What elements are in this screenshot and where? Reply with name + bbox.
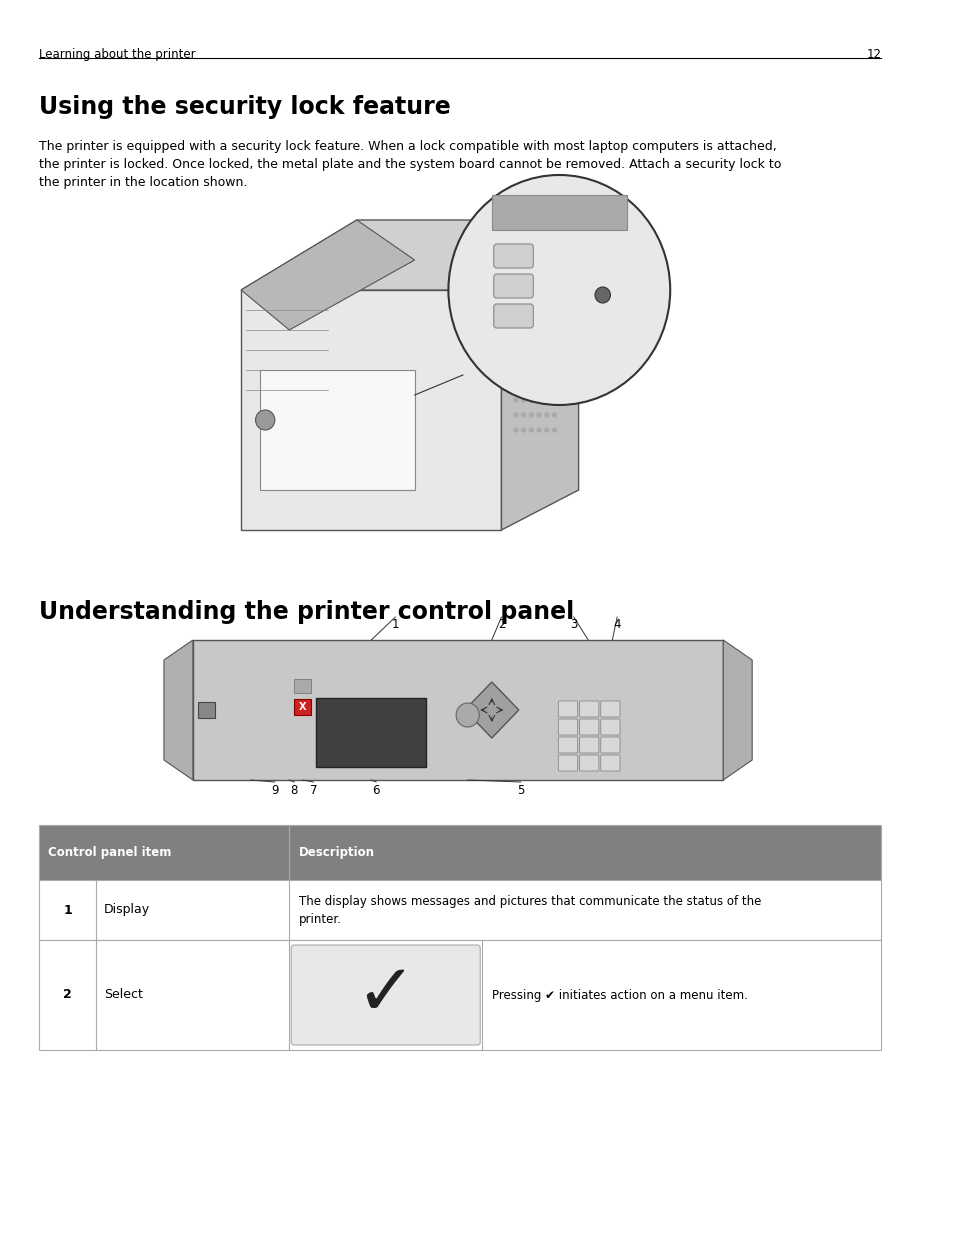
Text: Select: Select bbox=[104, 988, 143, 1002]
Circle shape bbox=[255, 410, 274, 430]
FancyBboxPatch shape bbox=[579, 719, 598, 735]
Circle shape bbox=[521, 429, 525, 432]
FancyBboxPatch shape bbox=[316, 698, 426, 767]
Circle shape bbox=[537, 429, 540, 432]
Circle shape bbox=[456, 703, 478, 727]
Circle shape bbox=[514, 398, 517, 403]
Text: 7: 7 bbox=[310, 783, 316, 797]
Circle shape bbox=[544, 429, 548, 432]
Circle shape bbox=[521, 398, 525, 403]
Text: ✓: ✓ bbox=[355, 961, 416, 1030]
Polygon shape bbox=[464, 682, 518, 739]
Circle shape bbox=[514, 412, 517, 417]
FancyBboxPatch shape bbox=[494, 245, 533, 268]
Circle shape bbox=[521, 368, 525, 372]
FancyBboxPatch shape bbox=[579, 701, 598, 718]
Text: 6: 6 bbox=[372, 783, 379, 797]
Circle shape bbox=[537, 383, 540, 387]
Circle shape bbox=[529, 368, 533, 372]
Circle shape bbox=[544, 412, 548, 417]
Text: The display shows messages and pictures that communicate the status of the
print: The display shows messages and pictures … bbox=[298, 894, 760, 925]
FancyBboxPatch shape bbox=[558, 719, 577, 735]
FancyBboxPatch shape bbox=[38, 825, 881, 881]
Text: Pressing ✔ initiates action on a menu item.: Pressing ✔ initiates action on a menu it… bbox=[492, 988, 747, 1002]
Circle shape bbox=[448, 175, 670, 405]
Text: 2: 2 bbox=[63, 988, 71, 1002]
FancyBboxPatch shape bbox=[494, 274, 533, 298]
Text: 12: 12 bbox=[865, 48, 881, 61]
Polygon shape bbox=[722, 640, 751, 781]
Circle shape bbox=[529, 398, 533, 403]
Polygon shape bbox=[241, 220, 578, 290]
Text: Description: Description bbox=[298, 846, 375, 860]
FancyBboxPatch shape bbox=[492, 195, 626, 230]
Circle shape bbox=[521, 412, 525, 417]
FancyBboxPatch shape bbox=[294, 679, 311, 693]
FancyBboxPatch shape bbox=[600, 737, 619, 753]
Circle shape bbox=[529, 412, 533, 417]
Circle shape bbox=[552, 412, 556, 417]
FancyBboxPatch shape bbox=[38, 881, 881, 940]
Text: 1: 1 bbox=[63, 904, 71, 916]
Circle shape bbox=[544, 368, 548, 372]
FancyBboxPatch shape bbox=[600, 719, 619, 735]
FancyBboxPatch shape bbox=[260, 370, 415, 490]
FancyBboxPatch shape bbox=[600, 755, 619, 771]
Text: 3: 3 bbox=[570, 619, 577, 631]
FancyBboxPatch shape bbox=[494, 304, 533, 329]
Circle shape bbox=[514, 383, 517, 387]
FancyBboxPatch shape bbox=[579, 737, 598, 753]
FancyBboxPatch shape bbox=[558, 737, 577, 753]
Circle shape bbox=[552, 368, 556, 372]
Text: Learning about the printer: Learning about the printer bbox=[38, 48, 195, 61]
FancyBboxPatch shape bbox=[558, 701, 577, 718]
Text: Display: Display bbox=[104, 904, 151, 916]
FancyBboxPatch shape bbox=[241, 290, 501, 530]
Circle shape bbox=[552, 383, 556, 387]
FancyBboxPatch shape bbox=[197, 701, 214, 718]
Circle shape bbox=[544, 383, 548, 387]
Circle shape bbox=[529, 383, 533, 387]
FancyBboxPatch shape bbox=[38, 940, 881, 1050]
Text: 1: 1 bbox=[392, 619, 398, 631]
FancyBboxPatch shape bbox=[291, 945, 479, 1045]
Circle shape bbox=[521, 383, 525, 387]
Circle shape bbox=[552, 398, 556, 403]
Circle shape bbox=[514, 429, 517, 432]
FancyBboxPatch shape bbox=[579, 755, 598, 771]
Circle shape bbox=[529, 429, 533, 432]
Circle shape bbox=[595, 287, 610, 303]
Text: X: X bbox=[298, 701, 306, 713]
Circle shape bbox=[537, 412, 540, 417]
Polygon shape bbox=[241, 220, 415, 330]
Text: 4: 4 bbox=[613, 619, 620, 631]
FancyBboxPatch shape bbox=[558, 755, 577, 771]
Circle shape bbox=[514, 368, 517, 372]
Text: Control panel item: Control panel item bbox=[49, 846, 172, 860]
Polygon shape bbox=[501, 220, 578, 530]
Text: 2: 2 bbox=[497, 619, 505, 631]
Circle shape bbox=[544, 398, 548, 403]
Text: The printer is equipped with a security lock feature. When a lock compatible wit: The printer is equipped with a security … bbox=[38, 140, 781, 189]
FancyBboxPatch shape bbox=[193, 640, 722, 781]
FancyBboxPatch shape bbox=[600, 701, 619, 718]
Circle shape bbox=[537, 398, 540, 403]
Text: Using the security lock feature: Using the security lock feature bbox=[38, 95, 450, 119]
Circle shape bbox=[552, 429, 556, 432]
Text: 9: 9 bbox=[271, 783, 278, 797]
Polygon shape bbox=[164, 640, 193, 781]
Text: 8: 8 bbox=[290, 783, 297, 797]
FancyBboxPatch shape bbox=[294, 699, 311, 715]
Text: 5: 5 bbox=[517, 783, 524, 797]
Circle shape bbox=[537, 368, 540, 372]
Text: Understanding the printer control panel: Understanding the printer control panel bbox=[38, 600, 573, 624]
